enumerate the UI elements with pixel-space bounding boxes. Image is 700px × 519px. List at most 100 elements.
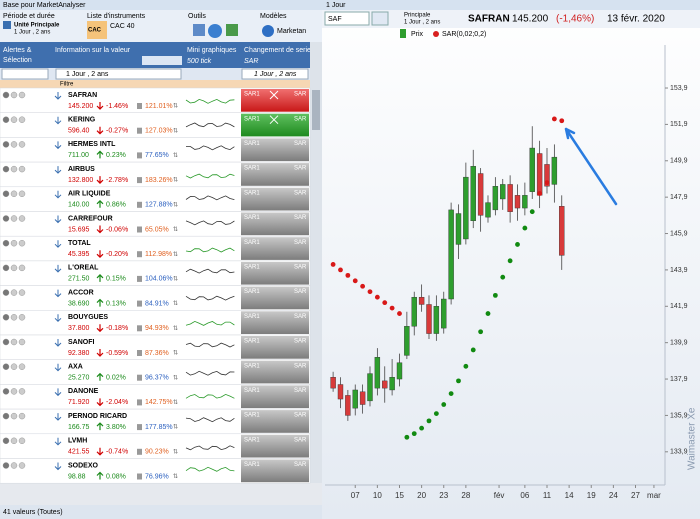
series-cell: [241, 237, 309, 260]
alert-select[interactable]: [1, 68, 49, 80]
alert-icon[interactable]: [2, 165, 10, 173]
alert-icon[interactable]: [18, 91, 26, 99]
alert-icon[interactable]: [2, 264, 10, 272]
tools-button[interactable]: [208, 24, 222, 38]
alert-icon[interactable]: [10, 165, 18, 173]
scrollbar[interactable]: [310, 42, 322, 483]
table-row[interactable]: DANONE 71.920 -2.04% 142.75% ⇅ SAR1 SAR: [0, 384, 311, 410]
alert-icon[interactable]: [2, 338, 10, 346]
symbol-input[interactable]: [324, 11, 370, 26]
alert-icon[interactable]: [2, 239, 10, 247]
alert-icon[interactable]: [2, 437, 10, 444]
table-row[interactable]: TOTAL 45.395 -0.20% 112.98% ⇅ SAR1 SAR: [0, 235, 311, 262]
stock-change: -0.59%: [106, 350, 128, 357]
alert-icon[interactable]: [2, 141, 10, 148]
alert-icon[interactable]: [18, 338, 26, 346]
alert-icon[interactable]: [10, 437, 18, 444]
export-button[interactable]: [226, 24, 238, 36]
menu-icon: ⇅: [173, 375, 178, 381]
alert-icon[interactable]: [10, 338, 18, 346]
x-tick-label: 06: [520, 491, 529, 500]
table-row[interactable]: KERING 596.40 -0.27% 127.03% ⇅ SAR1 SAR: [0, 112, 311, 138]
mini-chart: [185, 247, 235, 253]
table-row[interactable]: SAFRAN 145.200 -1.46% 121.01% ⇅ SAR1 SAR: [0, 87, 311, 113]
series-cell: [241, 459, 309, 483]
alert-icon[interactable]: [10, 363, 18, 370]
alert-icon[interactable]: [18, 141, 26, 148]
alert-icon[interactable]: [18, 412, 26, 420]
table-row[interactable]: LVMH 421.55 -0.74% 90.23% ⇅ SAR1 SAR: [0, 433, 311, 459]
alert-icon[interactable]: [10, 116, 18, 123]
info-icon: [54, 363, 62, 372]
alert-icon[interactable]: [18, 264, 26, 272]
alert-icon[interactable]: [18, 363, 26, 370]
alert-icon[interactable]: [2, 116, 10, 123]
alert-icon[interactable]: [2, 91, 10, 99]
candle-body: [359, 391, 366, 405]
alert-icon[interactable]: [18, 388, 26, 395]
alert-icon[interactable]: [10, 190, 18, 198]
table-row[interactable]: AIRBUS 132.800 -2.78% 183.26% ⇅ SAR1 SAR: [0, 161, 311, 188]
alert-icon[interactable]: [18, 437, 26, 444]
table-row[interactable]: AIR LIQUIDE 140.00 0.86% 127.88% ⇅ SAR1 SAR: [0, 186, 311, 212]
legend-price[interactable]: Prix: [411, 31, 424, 38]
table-row[interactable]: ACCOR 38.690 0.13% 84.91% ⇅ SAR1 SAR: [0, 285, 311, 311]
alert-icon[interactable]: [18, 116, 26, 123]
alert-icon[interactable]: [10, 462, 18, 469]
alert-icon[interactable]: [10, 215, 18, 222]
info-icon: [54, 339, 62, 347]
alert-icon[interactable]: [10, 239, 18, 247]
alert-icon[interactable]: [10, 412, 18, 420]
alert-icon[interactable]: [2, 289, 10, 296]
series-name: SAR1: [244, 166, 260, 172]
alert-icon[interactable]: [2, 462, 10, 469]
alert-icon[interactable]: [10, 141, 18, 148]
alert-icon[interactable]: [18, 462, 26, 469]
table-row[interactable]: SODEXO 98.88 0.08% 76.96% ⇅ SAR1 SAR: [0, 458, 311, 484]
alert-icon[interactable]: [18, 289, 26, 296]
alert-icon[interactable]: [10, 314, 18, 321]
alert-icon[interactable]: [18, 215, 26, 222]
alert-icon[interactable]: [10, 264, 18, 272]
table-row[interactable]: CARREFOUR 15.695 -0.06% 65.05% ⇅ SAR1 SAR: [0, 211, 311, 237]
model-name[interactable]: Marketan: [277, 28, 306, 35]
sar-dot: [367, 289, 373, 295]
alert-icon[interactable]: [2, 215, 10, 222]
table-row[interactable]: AXA 25.270 0.02% 96.37% ⇅ SAR1 SAR: [0, 359, 311, 385]
list-icon: [87, 21, 107, 39]
unit-value[interactable]: 1 Jour , 2 ans: [14, 30, 50, 36]
info-icon: [54, 92, 62, 100]
alert-icon[interactable]: [2, 363, 10, 370]
alert-icon[interactable]: [10, 388, 18, 395]
alert-icon[interactable]: [18, 314, 26, 321]
unit-value[interactable]: 1 Jour , 2 ans: [404, 20, 440, 26]
list-name[interactable]: CAC 40: [110, 23, 135, 30]
legend-sar[interactable]: SAR(0,02;0,2): [442, 31, 486, 38]
series-value: SAR: [294, 116, 307, 122]
legend-sar-icon: [433, 31, 439, 37]
symbol: SAF: [328, 16, 342, 23]
alert-icon[interactable]: [18, 190, 26, 198]
series-cell: [241, 434, 309, 458]
table-row[interactable]: L'OREAL 271.50 0.15% 104.06% ⇅ SAR1 SAR: [0, 260, 311, 286]
table-row[interactable]: PERNOD RICARD 166.75 3.80% 177.85% ⇅ SAR1 SAR: [0, 408, 311, 435]
table-row[interactable]: SANOFI 92.380 -0.59% 87.36% ⇅ SAR1 SAR: [0, 334, 311, 360]
alert-icon[interactable]: [10, 91, 18, 99]
scroll-thumb[interactable]: [312, 90, 320, 130]
filter-button[interactable]: [193, 24, 205, 36]
table-row[interactable]: BOUYGUES 37.800 -0.18% 94.93% ⇅ SAR1 SAR: [0, 310, 311, 336]
info-select[interactable]: [55, 68, 182, 80]
series-select[interactable]: [241, 68, 309, 80]
alert-icon[interactable]: [10, 289, 18, 296]
alert-icon[interactable]: [18, 239, 26, 247]
alert-icon[interactable]: [2, 314, 10, 321]
alert-icon[interactable]: [2, 412, 10, 420]
alert-icon[interactable]: [2, 190, 10, 198]
table-row[interactable]: HERMES INTL 711.00 0.23% 77.65% ⇅ SAR1 SAR: [0, 137, 311, 163]
filter-label[interactable]: Filtre: [60, 82, 74, 88]
alert-icon[interactable]: [2, 388, 10, 395]
volume-icon: [137, 374, 142, 381]
symbol-button[interactable]: [371, 11, 389, 26]
info-tools[interactable]: [142, 56, 182, 65]
alert-icon[interactable]: [18, 165, 26, 173]
